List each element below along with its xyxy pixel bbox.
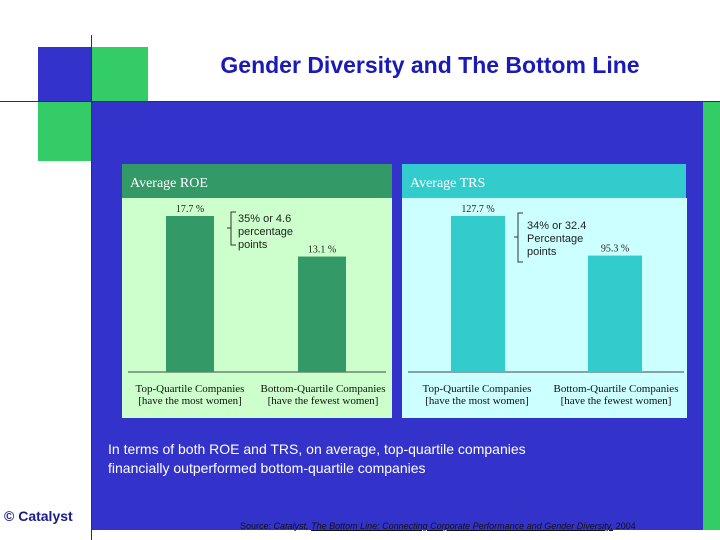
slide-title: Gender Diversity and The Bottom Line — [220, 52, 640, 78]
trs-chart-header: Average TRS — [402, 164, 686, 198]
trs-bracket — [514, 212, 523, 263]
trs-value-label-bottom: 95.3 % — [601, 244, 629, 255]
divider-horizontal — [0, 101, 720, 102]
trs-difference-note: 34% or 32.4 Percentage points — [527, 220, 586, 259]
source-prefix: Source: — [240, 521, 272, 531]
category-line: Top-Quartile Companies — [422, 383, 532, 395]
roe-note-line: points — [238, 239, 268, 251]
source-publication-link[interactable]: The Bottom Line: Connecting Corporate Pe… — [311, 521, 614, 531]
roe-note-line: 35% or 4.6 — [238, 213, 292, 225]
roe-bar-top-quartile — [166, 216, 214, 372]
roe-category-top-quartile: Top-Quartile Companies [have the most wo… — [126, 383, 254, 407]
roe-category-bottom-quartile: Bottom-Quartile Companies [have the fewe… — [258, 383, 388, 407]
category-line: Bottom-Quartile Companies — [260, 383, 386, 395]
trs-value-label-top: 127.7 % — [461, 204, 494, 215]
summary-line: In terms of both ROE and TRS, on average… — [108, 441, 526, 457]
category-line: [have the most women] — [425, 395, 529, 407]
roe-difference-note: 35% or 4.6 percentage points — [238, 213, 293, 252]
decor-strip-right — [703, 102, 720, 530]
trs-note-line: points — [527, 246, 557, 258]
roe-chart-header: Average ROE — [122, 164, 392, 198]
trs-note-line: 34% or 32.4 — [527, 220, 587, 232]
roe-bracket — [227, 211, 236, 246]
category-line: [have the most women] — [138, 395, 242, 407]
source-org: Catalyst, — [273, 521, 309, 531]
trs-category-bottom-quartile: Bottom-Quartile Companies [have the fewe… — [548, 383, 684, 407]
source-citation: Source: Catalyst, The Bottom Line: Conne… — [240, 521, 636, 531]
source-year: 2004 — [615, 521, 636, 531]
roe-value-label-top: 17.7 % — [176, 204, 204, 215]
roe-bar-bottom-quartile — [298, 256, 346, 372]
divider-vertical — [91, 35, 92, 540]
roe-note-line: percentage — [238, 226, 294, 238]
summary-line: financially outperformed bottom-quartile… — [108, 460, 426, 476]
catalyst-logo: © Catalyst — [4, 508, 73, 524]
category-line: Top-Quartile Companies — [135, 383, 245, 395]
category-line: Bottom-Quartile Companies — [553, 383, 679, 395]
trs-bar-top-quartile — [451, 216, 505, 372]
category-line: [have the fewest women] — [560, 395, 672, 407]
category-line: [have the fewest women] — [267, 395, 379, 407]
decor-square-green — [38, 101, 91, 161]
decor-square-blue — [38, 47, 91, 101]
trs-note-line: Percentage — [527, 233, 584, 245]
roe-value-label-bottom: 13.1 % — [308, 245, 336, 256]
summary-text: In terms of both ROE and TRS, on average… — [108, 440, 698, 478]
trs-category-top-quartile: Top-Quartile Companies [have the most wo… — [410, 383, 544, 407]
decor-square-green-top — [91, 47, 148, 101]
trs-bar-bottom-quartile — [588, 255, 642, 372]
